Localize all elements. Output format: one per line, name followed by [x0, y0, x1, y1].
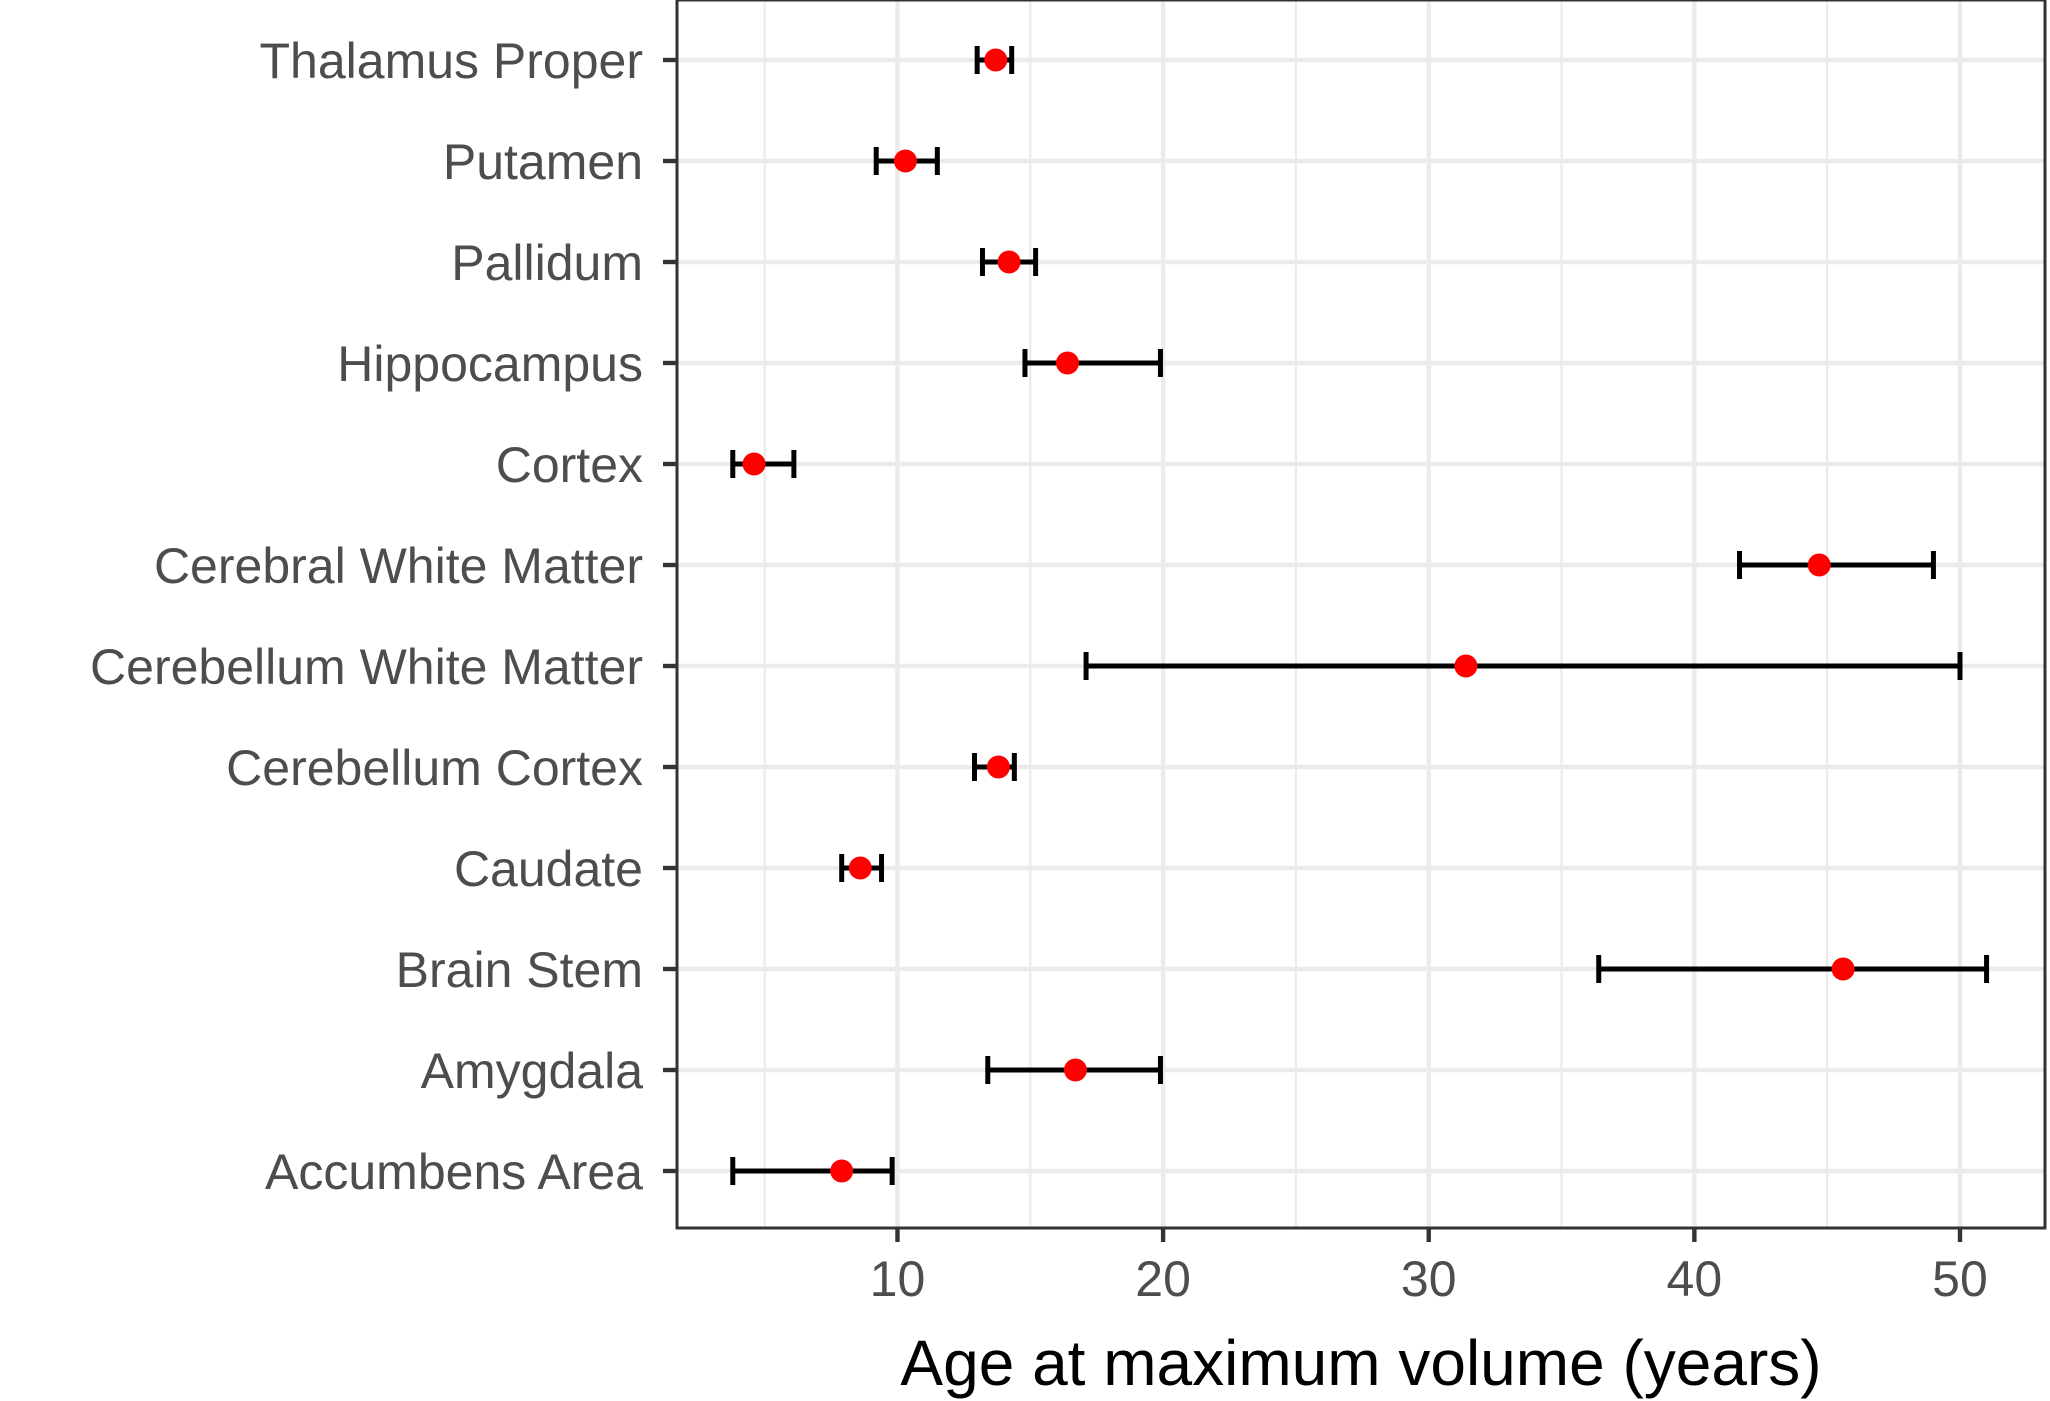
data-point — [1454, 654, 1478, 678]
y-tick-label: Accumbens Area — [265, 1144, 643, 1200]
error-bar — [730, 1157, 895, 1185]
error-bar — [1083, 652, 1963, 680]
plot-panel-border — [675, 0, 2047, 1230]
y-tick-label: Cerebellum Cortex — [226, 740, 643, 796]
data-point — [984, 48, 1008, 72]
x-axis: 10 20 30 40 50 — [870, 1228, 1988, 1307]
x-axis-label: Age at maximum volume (years) — [900, 1327, 1821, 1399]
data-point — [986, 755, 1010, 779]
data-point — [742, 452, 766, 476]
y-axis: Thalamus Proper Putamen Pallidum Hippocampu… — [90, 33, 677, 1200]
data-point — [997, 250, 1021, 274]
y-tick-label: Amygdala — [421, 1043, 644, 1099]
y-tick-label: Brain Stem — [396, 942, 643, 998]
data-point — [848, 856, 872, 880]
y-tick-label: Putamen — [443, 134, 643, 190]
x-tick-label: 30 — [1401, 1251, 1457, 1307]
data-point — [1831, 957, 1855, 981]
data-point — [893, 149, 917, 173]
y-tick-label: Cerebral White Matter — [154, 538, 643, 594]
data-point — [830, 1159, 854, 1183]
y-tick-label: Thalamus Proper — [260, 33, 644, 89]
x-tick-label: 10 — [870, 1251, 926, 1307]
y-tick-label: Cerebellum White Matter — [90, 639, 643, 695]
error-bar — [1737, 551, 1936, 579]
minor-gridlines — [763, 0, 1829, 1228]
error-bar — [1596, 955, 1990, 983]
y-tick-label: Pallidum — [451, 235, 643, 291]
y-tick-label: Cortex — [496, 437, 643, 493]
error-bar — [1022, 349, 1163, 377]
data-point — [1807, 553, 1831, 577]
data-points — [742, 48, 1855, 1183]
data-point — [1055, 351, 1079, 375]
x-tick-label: 50 — [1932, 1251, 1988, 1307]
y-tick-label: Hippocampus — [337, 336, 643, 392]
x-tick-label: 20 — [1135, 1251, 1191, 1307]
data-point — [1063, 1058, 1087, 1082]
y-tick-label: Caudate — [454, 841, 643, 897]
x-tick-label: 40 — [1667, 1251, 1723, 1307]
plot-panel — [677, 0, 2045, 1228]
